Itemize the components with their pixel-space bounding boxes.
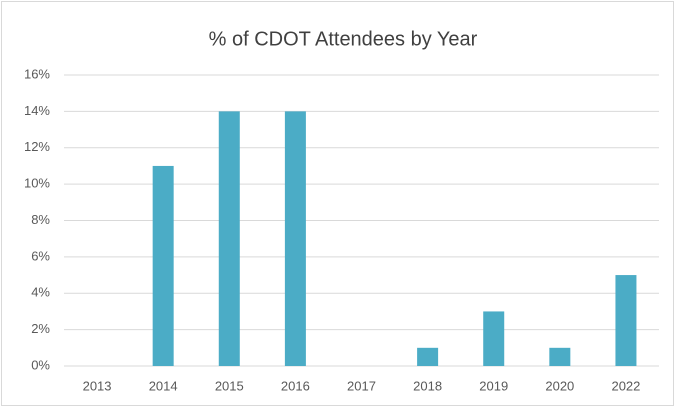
bar	[483, 311, 505, 366]
y-tick-label: 4%	[31, 285, 50, 300]
y-tick-label: 10%	[24, 176, 50, 191]
x-tick-label: 2013	[83, 378, 112, 393]
y-tick-label: 8%	[31, 212, 50, 227]
x-tick-label: 2015	[215, 378, 244, 393]
y-tick-label: 16%	[24, 66, 50, 81]
y-tick-label: 12%	[24, 139, 50, 154]
bar	[218, 111, 240, 366]
x-tick-label: 2020	[545, 378, 574, 393]
bar	[615, 275, 637, 366]
x-tick-label: 2014	[149, 378, 178, 393]
y-tick-label: 0%	[31, 357, 50, 372]
bar	[284, 111, 306, 366]
bar	[417, 347, 439, 366]
x-tick-label: 2019	[479, 378, 508, 393]
x-tick-label: 2022	[611, 378, 640, 393]
bar	[549, 347, 571, 366]
bar	[152, 165, 174, 366]
y-tick-label: 6%	[31, 248, 50, 263]
x-tick-label: 2016	[281, 378, 310, 393]
chart-title: % of CDOT Attendees by Year	[209, 28, 478, 50]
y-tick-label: 14%	[24, 103, 50, 118]
x-tick-label: 2017	[347, 378, 376, 393]
x-tick-label: 2018	[413, 378, 442, 393]
y-tick-label: 2%	[31, 321, 50, 336]
